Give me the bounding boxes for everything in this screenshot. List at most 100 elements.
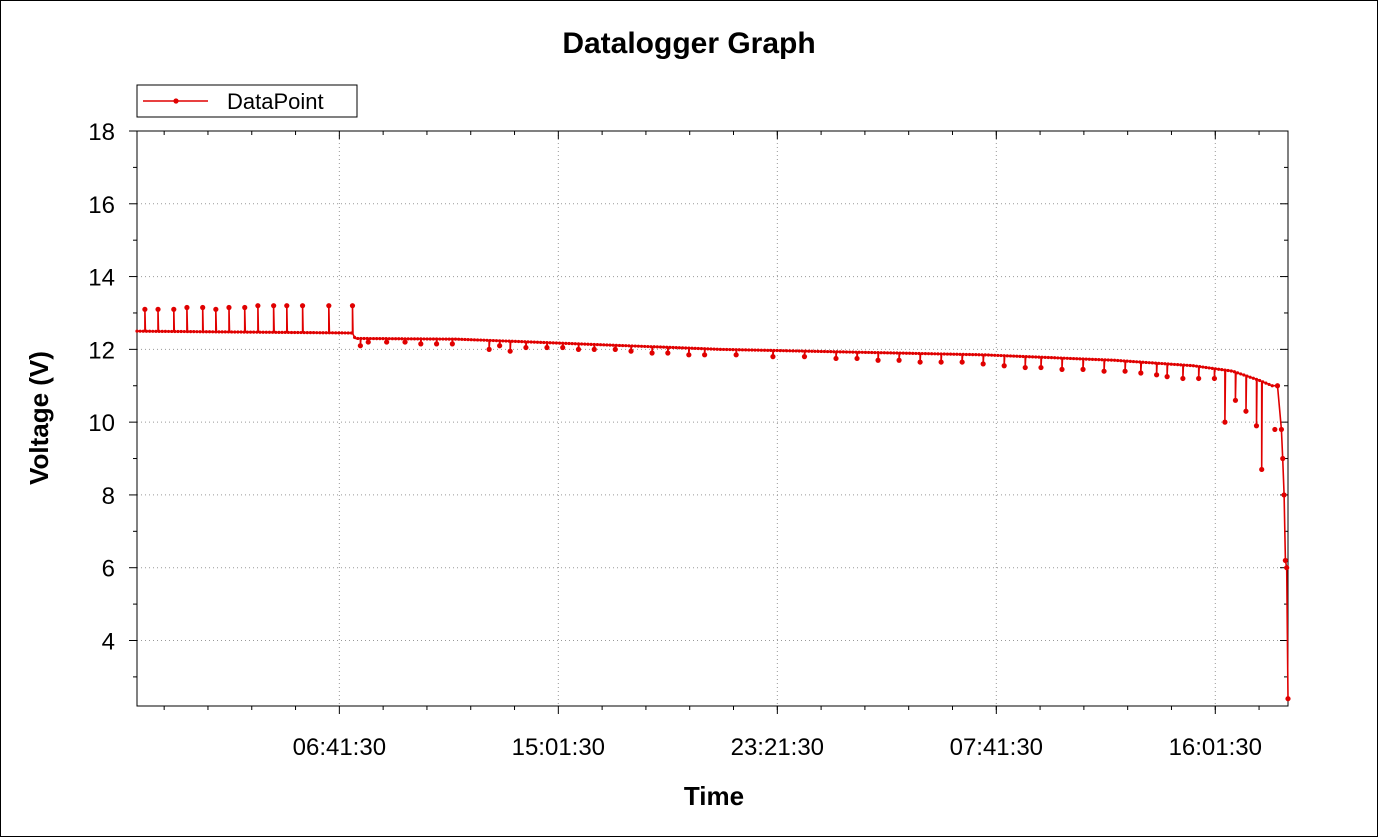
data-point (901, 351, 905, 355)
y-tick-label: 16 (88, 192, 115, 219)
data-point (1138, 360, 1142, 364)
data-point (542, 340, 546, 345)
data-point (171, 306, 177, 312)
data-point (889, 351, 893, 355)
data-point (602, 343, 606, 347)
y-tick-label: 18 (88, 119, 115, 146)
data-point (863, 350, 868, 354)
data-point (507, 348, 513, 354)
x-axis-label: Time (684, 781, 744, 811)
data-point (933, 352, 937, 356)
data-point (718, 347, 722, 351)
data-point (904, 351, 909, 355)
data-point (441, 337, 445, 341)
data-point (151, 329, 155, 333)
data-point (822, 349, 827, 354)
data-point (658, 345, 663, 349)
data-point (649, 350, 655, 356)
data-point (289, 330, 294, 335)
data-point (488, 338, 492, 343)
data-point (308, 331, 313, 335)
data-point (170, 329, 174, 334)
data-point (936, 352, 940, 356)
data-point (213, 306, 219, 312)
data-point (154, 329, 158, 333)
data-point (362, 336, 366, 341)
data-point (327, 331, 331, 335)
data-point (233, 330, 237, 334)
data-point (513, 339, 518, 344)
data-point (624, 344, 628, 348)
data-point (368, 336, 372, 341)
data-point (198, 330, 202, 334)
data-point (1080, 366, 1086, 372)
data-point (583, 342, 587, 346)
data-point (1232, 370, 1236, 374)
data-point (1267, 382, 1271, 387)
data-point (1078, 357, 1082, 361)
data-point (214, 330, 218, 334)
data-point (608, 343, 612, 347)
data-point (762, 348, 767, 352)
data-point (412, 337, 417, 341)
data-point (1022, 364, 1028, 371)
x-tick-label: 16:01:30 (1169, 734, 1262, 761)
data-point (192, 330, 196, 334)
data-point (1002, 354, 1006, 358)
data-point (211, 330, 215, 334)
data-point (1258, 378, 1262, 383)
data-point (422, 337, 426, 341)
data-point (895, 351, 899, 355)
data-point (1153, 361, 1158, 365)
data-point (293, 330, 297, 335)
data-point (892, 351, 896, 355)
data-point (236, 330, 240, 334)
data-point (986, 353, 991, 357)
data-point (217, 330, 221, 334)
y-tick-label: 6 (102, 556, 115, 583)
data-point (747, 348, 751, 352)
data-point (166, 329, 171, 334)
data-point (690, 346, 694, 350)
data-point (636, 344, 640, 348)
data-point (1204, 365, 1208, 370)
data-point (157, 329, 161, 333)
data-point (1034, 355, 1038, 359)
data-point (980, 353, 984, 357)
data-point (983, 353, 987, 357)
data-point (1122, 368, 1128, 374)
data-point (299, 303, 306, 309)
data-point (270, 330, 275, 334)
data-point (148, 329, 152, 333)
data-point (463, 337, 467, 342)
data-point (1264, 381, 1268, 385)
data-point (346, 331, 350, 335)
data-point (1043, 355, 1047, 359)
data-point (1112, 358, 1117, 362)
data-point (1101, 368, 1107, 374)
data-point (1157, 361, 1161, 365)
data-point (803, 349, 808, 353)
data-point (352, 335, 357, 339)
data-point (457, 337, 461, 341)
data-point (444, 337, 448, 341)
data-point (548, 341, 552, 345)
data-point (939, 352, 943, 356)
data-point (875, 357, 881, 363)
data-point (201, 330, 205, 334)
data-point (1081, 357, 1085, 361)
series-layer (135, 303, 1291, 702)
data-point (959, 359, 965, 365)
data-point (406, 337, 410, 341)
data-point (1122, 359, 1126, 363)
data-point (1040, 355, 1044, 359)
data-point (261, 330, 265, 334)
data-point (1056, 356, 1060, 360)
data-point (1059, 356, 1063, 360)
data-point (687, 346, 691, 350)
data-point (1188, 363, 1192, 368)
y-tick-label: 12 (88, 337, 115, 364)
data-point (245, 330, 249, 334)
data-point (652, 345, 656, 349)
data-point (498, 339, 502, 343)
